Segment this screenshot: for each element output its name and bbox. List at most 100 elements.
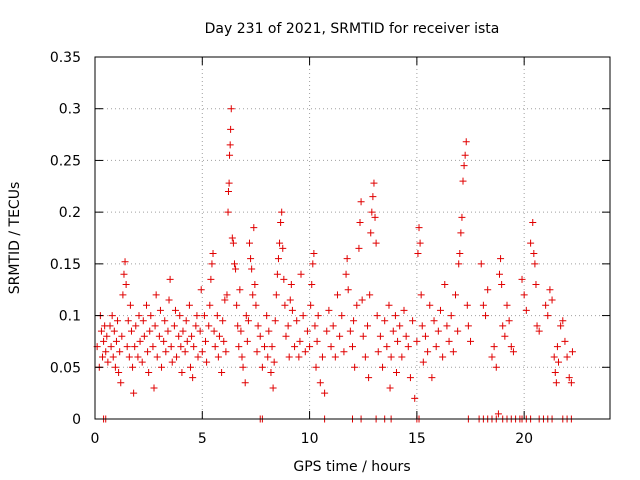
data-point: [449, 348, 457, 356]
data-point: [372, 239, 380, 247]
data-point: [111, 363, 119, 371]
data-point: [224, 208, 232, 216]
data-point: [424, 348, 432, 356]
data-point: [518, 275, 526, 283]
data-point: [391, 312, 399, 320]
data-point: [226, 141, 234, 149]
data-point: [140, 332, 148, 340]
data-point: [177, 343, 185, 351]
data-point: [261, 343, 269, 351]
data-point: [236, 286, 244, 294]
data-point: [531, 260, 539, 268]
data-point: [207, 275, 215, 283]
data-point: [350, 317, 358, 325]
data-point: [158, 363, 166, 371]
data-point: [136, 337, 144, 345]
data-point: [218, 368, 226, 376]
data-point: [379, 363, 387, 371]
data-point: [386, 384, 394, 392]
data-point: [192, 322, 200, 330]
data-point: [535, 327, 543, 335]
data-point: [178, 368, 186, 376]
data-point: [282, 332, 290, 340]
data-point: [273, 270, 281, 278]
y-axis-label: SRMTID / TECUs: [7, 182, 23, 295]
x-tick-label: 20: [515, 431, 533, 447]
y-tick-label: 0.15: [50, 257, 81, 273]
data-point: [230, 260, 238, 268]
data-point: [445, 337, 453, 345]
data-point: [229, 239, 237, 247]
data-point: [366, 291, 374, 299]
data-point: [107, 343, 115, 351]
data-point: [314, 312, 322, 320]
data-point: [409, 317, 417, 325]
data-point: [116, 348, 124, 356]
data-point: [568, 348, 576, 356]
data-point: [344, 286, 352, 294]
data-point: [153, 353, 161, 361]
x-tick-label: 5: [198, 431, 207, 447]
data-point: [329, 322, 337, 330]
data-point: [162, 348, 170, 356]
data-point: [197, 286, 205, 294]
data-point: [461, 151, 469, 159]
data-point: [252, 301, 260, 309]
data-point: [441, 281, 449, 289]
data-point: [213, 312, 221, 320]
data-point: [103, 332, 111, 340]
data-point: [316, 379, 324, 387]
data-point: [419, 358, 427, 366]
data-point: [561, 337, 569, 345]
data-point: [227, 105, 235, 113]
data-point: [371, 213, 379, 221]
data-point: [299, 312, 307, 320]
data-point: [381, 317, 389, 325]
data-point: [313, 337, 321, 345]
data-point: [189, 374, 197, 382]
data-point: [404, 343, 412, 351]
data-point: [175, 332, 183, 340]
data-point: [557, 322, 565, 330]
data-point: [349, 343, 356, 351]
data-point: [183, 337, 191, 345]
data-point: [152, 291, 160, 299]
data-point: [110, 327, 118, 335]
data-point: [477, 260, 485, 268]
data-point: [312, 363, 320, 371]
y-tick-label: 0: [72, 412, 81, 428]
data-point: [123, 343, 131, 351]
data-point: [346, 327, 354, 335]
data-point: [258, 363, 266, 371]
data-point: [246, 239, 253, 247]
data-point: [122, 281, 130, 289]
data-point: [343, 255, 351, 263]
data-point: [552, 379, 560, 387]
data-point: [144, 348, 152, 356]
data-point: [198, 348, 206, 356]
data-point: [203, 358, 211, 366]
data-point: [170, 322, 178, 330]
data-point: [297, 270, 305, 278]
data-point: [102, 348, 110, 356]
plot-frame: [94, 56, 611, 420]
data-point: [233, 301, 241, 309]
data-point: [269, 384, 277, 392]
data-point: [505, 317, 513, 325]
data-point: [555, 358, 562, 366]
data-point: [108, 312, 116, 320]
data-point: [559, 317, 567, 325]
data-point: [373, 312, 381, 320]
data-point: [241, 379, 249, 387]
data-point: [359, 332, 367, 340]
data-point: [281, 301, 289, 309]
data-point: [414, 250, 422, 258]
data-point: [205, 322, 213, 330]
data-point: [546, 286, 554, 294]
data-point: [459, 177, 467, 185]
data-point: [507, 343, 515, 351]
data-point: [303, 327, 311, 335]
data-point: [365, 374, 373, 382]
data-point: [368, 208, 376, 216]
data-point: [165, 296, 173, 304]
